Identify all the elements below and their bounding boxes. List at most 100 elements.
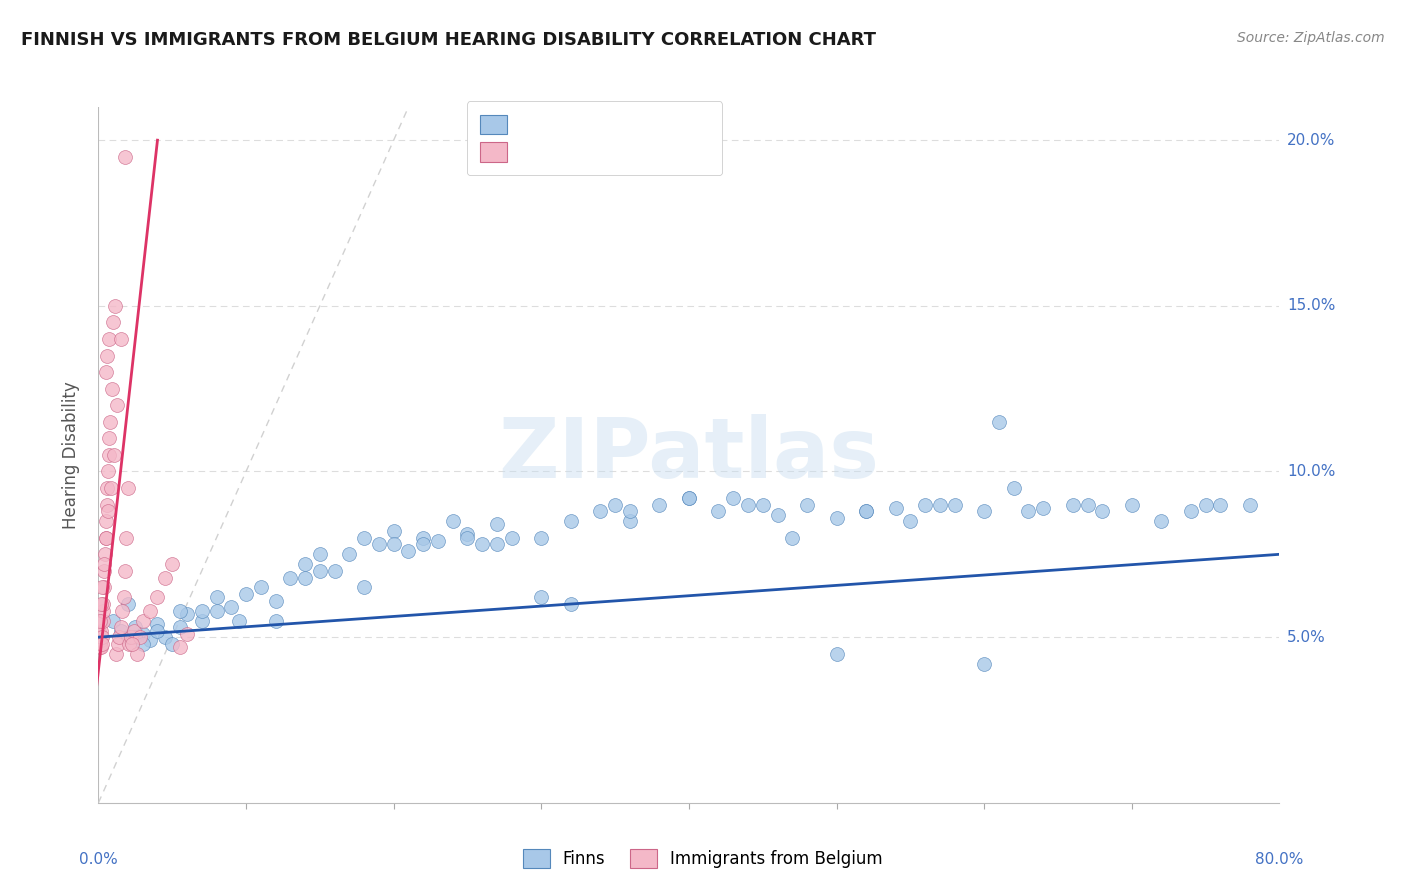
Point xyxy=(110,624,132,638)
Point xyxy=(530,531,553,545)
Point xyxy=(104,299,127,313)
Text: 0.530: 0.530 xyxy=(522,150,578,169)
Text: 91: 91 xyxy=(627,122,652,140)
Point xyxy=(176,607,198,621)
Point xyxy=(1002,481,1025,495)
Point xyxy=(94,531,117,545)
Point xyxy=(115,531,138,545)
Point xyxy=(90,597,112,611)
Point xyxy=(93,558,115,572)
Point xyxy=(90,633,112,648)
Point xyxy=(560,514,582,528)
Point xyxy=(103,448,125,462)
Point xyxy=(678,491,700,505)
Point xyxy=(90,624,112,638)
Point xyxy=(619,504,641,518)
Legend:                                     ,                                     : , xyxy=(467,102,723,175)
Point xyxy=(162,637,183,651)
Legend: Finns, Immigrants from Belgium: Finns, Immigrants from Belgium xyxy=(516,842,890,875)
Point xyxy=(382,537,405,551)
Point xyxy=(456,531,478,545)
Point xyxy=(205,591,228,605)
Point xyxy=(98,415,121,429)
Point xyxy=(96,481,118,495)
Point xyxy=(93,564,115,578)
Point xyxy=(169,604,191,618)
Point xyxy=(456,527,478,541)
Point xyxy=(219,600,243,615)
Point xyxy=(264,614,287,628)
Point xyxy=(1062,498,1084,512)
Point xyxy=(89,630,111,644)
Point xyxy=(278,570,302,584)
Text: FINNISH VS IMMIGRANTS FROM BELGIUM HEARING DISABILITY CORRELATION CHART: FINNISH VS IMMIGRANTS FROM BELGIUM HEARI… xyxy=(21,31,876,49)
Point xyxy=(530,591,553,605)
Point xyxy=(97,504,120,518)
Point xyxy=(486,537,509,551)
Point xyxy=(89,640,111,654)
Point xyxy=(121,637,143,651)
Point xyxy=(97,448,120,462)
Point xyxy=(91,597,114,611)
Point xyxy=(412,537,434,551)
Point xyxy=(117,630,139,644)
Point xyxy=(309,564,332,578)
Point xyxy=(153,630,176,644)
Point xyxy=(91,637,114,651)
Point xyxy=(105,398,128,412)
Point xyxy=(294,558,316,572)
Point xyxy=(766,508,789,522)
Point xyxy=(235,587,257,601)
Point xyxy=(605,498,627,512)
Point xyxy=(987,415,1010,429)
Point xyxy=(110,620,132,634)
Point xyxy=(91,581,114,595)
Point xyxy=(309,547,332,561)
Point xyxy=(560,597,582,611)
Text: N =: N = xyxy=(589,122,626,140)
Text: 62: 62 xyxy=(627,150,652,169)
Text: 15.0%: 15.0% xyxy=(1286,298,1336,313)
Point xyxy=(132,627,155,641)
Point xyxy=(1091,504,1114,518)
Point xyxy=(112,591,135,605)
Point xyxy=(782,531,804,545)
Point xyxy=(1017,504,1039,518)
Point xyxy=(228,614,250,628)
Point xyxy=(191,614,214,628)
Point xyxy=(501,531,523,545)
Point xyxy=(825,647,848,661)
Point xyxy=(132,637,155,651)
Point xyxy=(153,570,176,584)
Point xyxy=(943,498,966,512)
Point xyxy=(884,500,907,515)
Point xyxy=(176,627,198,641)
Point xyxy=(103,614,125,628)
Text: 80.0%: 80.0% xyxy=(1256,853,1303,868)
Point xyxy=(96,349,118,363)
Point xyxy=(648,498,671,512)
Text: 10.0%: 10.0% xyxy=(1286,464,1336,479)
Point xyxy=(264,593,287,607)
Point xyxy=(94,514,117,528)
Point xyxy=(678,491,700,505)
Point xyxy=(110,332,132,346)
Point xyxy=(751,498,773,512)
Point xyxy=(91,614,114,628)
Point xyxy=(94,365,117,379)
Point xyxy=(100,481,122,495)
Point xyxy=(486,517,509,532)
Point xyxy=(111,604,134,618)
Point xyxy=(97,465,120,479)
Text: R =: R = xyxy=(482,150,519,169)
Point xyxy=(441,514,464,528)
Point xyxy=(117,597,139,611)
Point xyxy=(89,627,111,641)
Text: 20.0%: 20.0% xyxy=(1286,133,1336,148)
Point xyxy=(589,504,612,518)
Point xyxy=(294,570,316,584)
Point xyxy=(96,498,118,512)
Point xyxy=(396,544,419,558)
Text: ZIPatlas: ZIPatlas xyxy=(499,415,879,495)
Text: 0.192: 0.192 xyxy=(522,122,578,140)
